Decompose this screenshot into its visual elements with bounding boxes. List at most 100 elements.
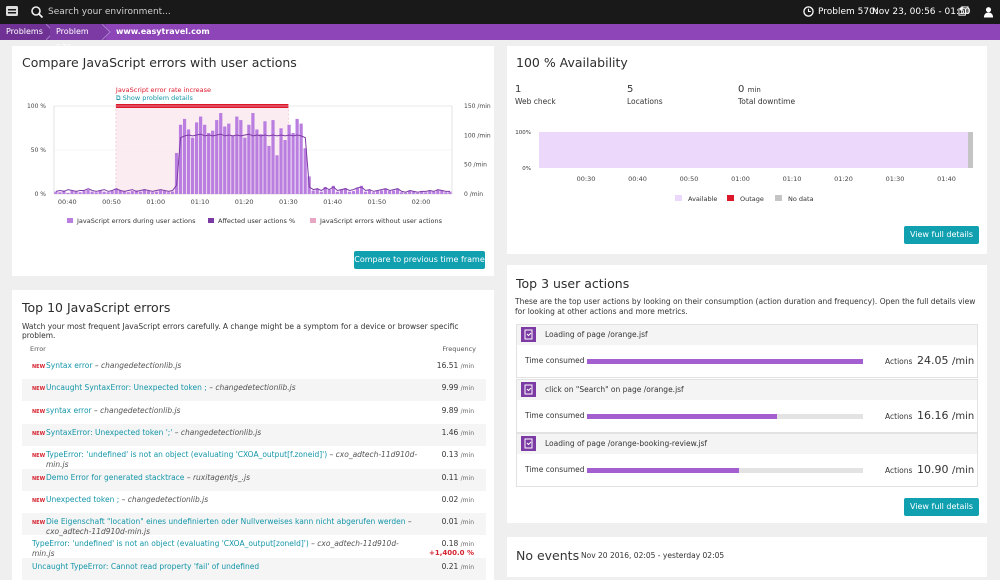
menu-icon[interactable] — [6, 6, 18, 16]
view-details-button[interactable]: View full details — [904, 226, 979, 244]
availability-chart[interactable]: 100% 0% 00:30 00:40 00:50 01:00 01:10 01:20 01:3… — [507, 126, 987, 206]
error-bar — [440, 190, 444, 194]
error-message[interactable]: Demo Error for generated stacktrace – ru… — [46, 472, 251, 482]
error-message[interactable]: SyntaxError: Unexpected token ';' – chan… — [46, 427, 262, 437]
legend-item[interactable]: JavaScript errors without user actions — [310, 217, 443, 225]
error-message[interactable]: Unexpected token ; – changedetectionlib.… — [46, 494, 209, 504]
breadcrumb-problem-570[interactable]: Problem 570 — [50, 24, 106, 52]
legend-item[interactable]: JavaScript errors during user actions — [67, 217, 196, 225]
error-row[interactable]: NEW syntax error – changedetectionlib.js 9… — [22, 402, 486, 424]
time-consumed-bar — [587, 359, 863, 364]
error-bar — [259, 134, 263, 194]
timeframe-label[interactable]: Nov 23, 00:56 - 01:50 — [872, 7, 971, 17]
error-message[interactable]: syntax error – changedetectionlib.js — [46, 405, 181, 415]
new-badge: NEW — [32, 430, 46, 437]
clock-icon[interactable] — [803, 6, 814, 17]
new-badge: NEW — [32, 497, 46, 504]
error-bar — [275, 155, 279, 194]
stat-web-check: 1 Web check — [515, 84, 556, 106]
error-row[interactable]: NEW Demo Error for generated stacktrace –… — [22, 468, 486, 491]
y-tick-label: 0% — [522, 166, 531, 172]
error-bar — [102, 191, 106, 194]
error-frequency: 0.13 /min — [441, 450, 474, 460]
error-message[interactable]: Die Eigenschaft "location" eines undefin… — [46, 517, 412, 537]
right-tick-label: 100 /min — [464, 132, 491, 139]
error-bar — [90, 191, 94, 194]
legend-item[interactable]: No data — [775, 195, 814, 203]
windows-icon[interactable] — [958, 6, 969, 17]
legend-item[interactable]: Affected user actions % — [208, 217, 295, 225]
error-bar — [247, 124, 251, 194]
error-row[interactable]: NEW TypeError: 'undefined' is not an obje… — [22, 446, 486, 470]
breadcrumb-problems[interactable]: Problems — [0, 24, 50, 40]
user-action-header[interactable]: click on "Search" on page /orange.jsf — [517, 379, 977, 400]
legend-item[interactable]: Available — [675, 195, 717, 203]
problem-label[interactable]: Problem 570: — [818, 7, 878, 17]
svg-text:JavaScript errors without user: JavaScript errors without user actions — [319, 217, 443, 225]
actions-value: 10.90 /min — [917, 463, 975, 476]
error-bar — [199, 116, 203, 194]
error-message[interactable]: Uncaught TypeError: Cannot read property… — [32, 561, 260, 571]
error-bar — [186, 129, 191, 194]
svg-text:No data: No data — [788, 195, 814, 203]
click-icon — [521, 381, 536, 397]
error-frequency: 0.18 /min — [441, 539, 474, 549]
view-details-button[interactable]: View full details — [904, 498, 979, 516]
error-row[interactable]: NEW Die Eigenschaft "location" eines unde… — [22, 513, 486, 537]
error-bar — [110, 191, 114, 194]
legend-item[interactable]: Outage — [727, 195, 764, 203]
error-bar — [203, 124, 207, 194]
error-bar — [207, 132, 211, 194]
compare-button[interactable]: Compare to previous time frame — [354, 251, 485, 269]
user-action-name: Loading of page /orange.jsf — [545, 330, 648, 339]
top-bar: Search your environment... Problem 570: … — [0, 0, 1000, 24]
error-row[interactable]: NEW Syntax error – changedetectionlib.js 1… — [22, 357, 486, 379]
user-action-item[interactable]: Loading of page /orange-booking-review.j… — [516, 433, 978, 487]
x-tick-label: 01:40 — [937, 175, 956, 183]
x-tick-label: 01:10 — [783, 175, 802, 183]
error-bar — [367, 189, 372, 194]
error-row[interactable]: NEW Uncaught SyntaxError: Unexpected toke… — [22, 379, 486, 402]
error-bar — [400, 192, 404, 194]
error-bar — [106, 192, 110, 194]
error-bar — [428, 191, 432, 194]
user-action-header[interactable]: Loading of page /orange-booking-review.j… — [517, 434, 977, 454]
js-errors-chart[interactable]: JavaScript error rate increase⧉ Show pro… — [12, 76, 494, 248]
error-bar — [383, 188, 388, 194]
events-card: No events Nov 20 2016, 02:05 - yesterday… — [507, 537, 987, 577]
error-bar — [158, 190, 163, 194]
x-tick-label: 00:50 — [680, 175, 699, 183]
error-message[interactable]: Uncaught SyntaxError: Unexpected token ;… — [46, 383, 296, 393]
error-bar — [138, 191, 142, 194]
error-bar — [114, 188, 118, 194]
error-row[interactable]: TypeError: 'undefined' is not an object … — [22, 535, 486, 559]
error-row[interactable]: NEW Unexpected token ; – changedetectionl… — [22, 491, 486, 513]
right-tick-label: 0 /min — [464, 191, 483, 198]
breadcrumb-separator — [102, 24, 111, 40]
error-row[interactable]: Uncaught TypeError: Cannot read property… — [22, 557, 486, 580]
error-bar — [363, 191, 368, 194]
error-bar — [303, 148, 307, 194]
error-row[interactable]: NEW SyntaxError: Unexpected token ';' – c… — [22, 423, 486, 446]
error-message[interactable]: Syntax error – changedetectionlib.js — [46, 361, 182, 370]
user-action-item[interactable]: click on "Search" on page /orange.jsf Tim… — [516, 378, 978, 433]
x-tick-label: 01:20 — [834, 175, 853, 183]
page-load-icon — [521, 327, 536, 342]
time-consumed-label: Time consumed — [525, 410, 585, 420]
user-action-item[interactable]: Loading of page /orange.jsf Time consumed… — [516, 324, 978, 378]
error-frequency: 9.99 /min — [441, 383, 474, 393]
search-input[interactable]: Search your environment... — [48, 7, 171, 17]
error-bar — [142, 189, 146, 194]
error-bar — [371, 192, 376, 194]
error-bar — [162, 191, 167, 194]
events-range: Nov 20 2016, 02:05 - yesterday 02:05 — [581, 551, 725, 560]
user-icon[interactable] — [983, 6, 994, 18]
error-message[interactable]: TypeError: 'undefined' is not an object … — [46, 450, 418, 470]
error-message[interactable]: TypeError: 'undefined' is not an object … — [32, 539, 399, 559]
error-bar — [170, 191, 175, 194]
user-action-header[interactable]: Loading of page /orange.jsf — [517, 325, 977, 345]
search-icon[interactable] — [30, 5, 44, 19]
breadcrumb-application[interactable]: www.easytravel.com — [116, 27, 210, 36]
left-tick-label: 0 % — [35, 191, 47, 198]
time-consumed-label: Time consumed — [525, 356, 585, 365]
